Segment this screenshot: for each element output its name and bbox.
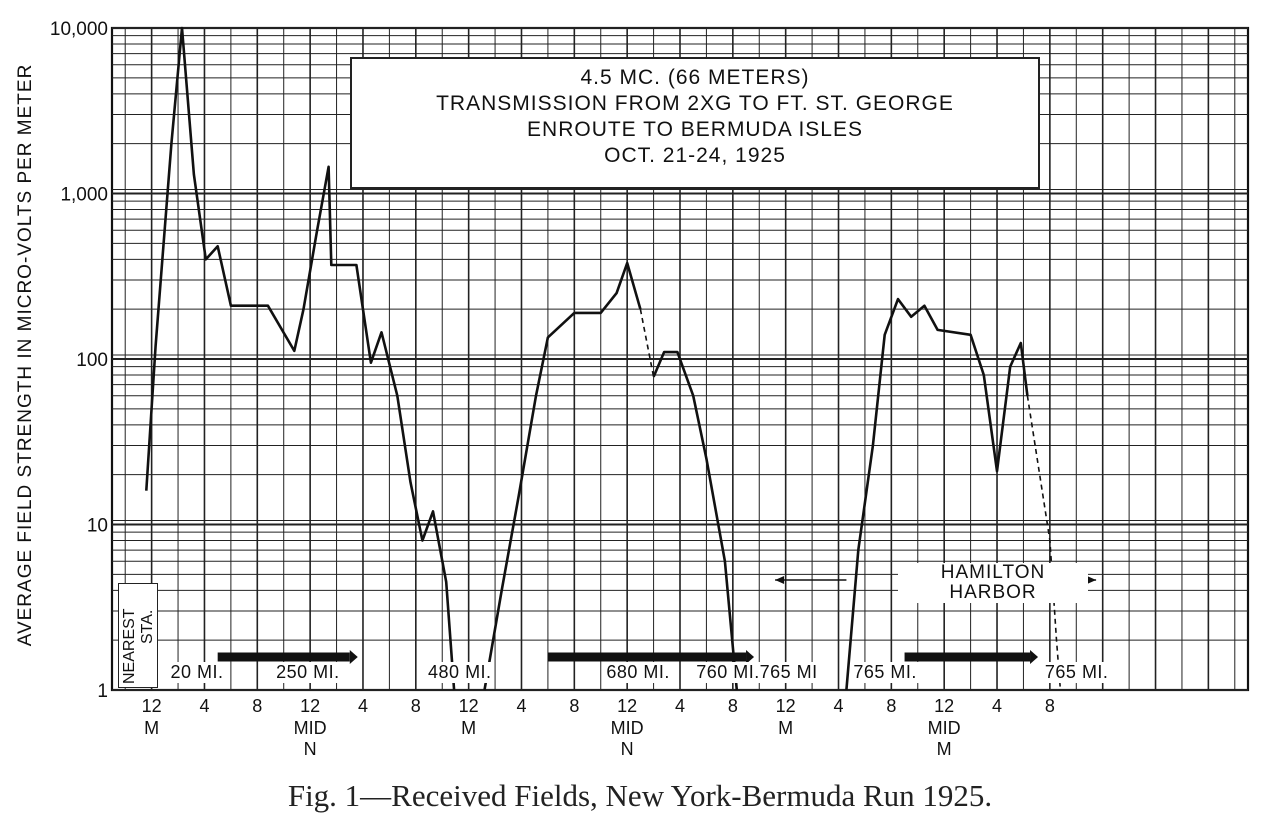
distance-label: 765 MI bbox=[757, 662, 820, 683]
chart-bars bbox=[217, 576, 1097, 664]
x-tick-label: 4 bbox=[199, 696, 209, 716]
series-line bbox=[845, 297, 1029, 691]
chart-series bbox=[145, 26, 1062, 691]
distance-label: 760 MI. bbox=[694, 662, 762, 683]
distance-label: 480 MI. bbox=[426, 662, 494, 683]
hamilton-harbor-label: HAMILTON HARBOR bbox=[898, 563, 1088, 603]
y-tick-label: 10 bbox=[87, 516, 108, 537]
chart-title-line: OCT. 21-24, 1925 bbox=[604, 144, 786, 167]
x-tick-label: 12 bbox=[459, 696, 479, 716]
x-tick-label: 8 bbox=[728, 696, 738, 716]
chart-title-line: ENROUTE TO BERMUDA ISLES bbox=[527, 118, 863, 141]
distance-label: 250 MI. bbox=[274, 662, 342, 683]
y-tick-label: 100 bbox=[76, 350, 108, 371]
series-line-dashed bbox=[1026, 395, 1062, 691]
x-tick-sublabel: M bbox=[778, 718, 793, 738]
series-line bbox=[652, 350, 739, 691]
nearest-station-label: NEAREST bbox=[121, 608, 138, 684]
y-tick-label: 1 bbox=[97, 681, 108, 702]
x-tick-sublabel: M bbox=[144, 718, 159, 738]
y-tick-label: 1,000 bbox=[60, 185, 108, 206]
travel-bar-arrowhead bbox=[1030, 650, 1039, 664]
x-tick-label: 8 bbox=[886, 696, 896, 716]
travel-bar-arrowhead bbox=[349, 650, 358, 664]
x-tick-label: 8 bbox=[252, 696, 262, 716]
x-tick-label: 4 bbox=[516, 696, 526, 716]
figure-caption: Fig. 1—Received Fields, New York-Bermuda… bbox=[287, 778, 993, 813]
harbor-arrowhead-left bbox=[775, 576, 785, 584]
nearest-station-label: STA. bbox=[139, 609, 156, 644]
x-tick-label: 8 bbox=[411, 696, 421, 716]
nearest-station-box: NEAREST STA. bbox=[118, 583, 158, 688]
x-tick-label: 12 bbox=[934, 696, 954, 716]
x-tick-label: 8 bbox=[1045, 696, 1055, 716]
series-line bbox=[483, 261, 642, 691]
distance-label: 765 MI. bbox=[1042, 662, 1111, 683]
y-axis-label: AVERAGE FIELD STRENGTH IN MICRO-VOLTS PE… bbox=[15, 63, 36, 647]
harbor-label-line: HARBOR bbox=[949, 582, 1037, 603]
x-tick-sublabel: N bbox=[304, 739, 317, 759]
chart-title: 4.5 MC. (66 METERS) TRANSMISSION FROM 2X… bbox=[350, 57, 1040, 189]
x-tick-label: 4 bbox=[992, 696, 1002, 716]
x-tick-label: 4 bbox=[358, 696, 368, 716]
series-line bbox=[145, 26, 456, 691]
x-tick-sublabel: N bbox=[621, 739, 634, 759]
travel-bar-arrowhead bbox=[746, 650, 755, 664]
distance-label: 765 MI. bbox=[851, 662, 919, 683]
x-tick-label: 12 bbox=[617, 696, 637, 716]
chart-title-line: TRANSMISSION FROM 2XG TO FT. ST. GEORGE bbox=[436, 92, 954, 115]
y-tick-label: 10,000 bbox=[50, 19, 108, 40]
x-tick-label: 8 bbox=[569, 696, 579, 716]
x-tick-sublabel: M bbox=[461, 718, 476, 738]
distance-label: 20 MI. bbox=[168, 662, 226, 683]
x-tick-label: 12 bbox=[142, 696, 162, 716]
harbor-arrowhead-right bbox=[1087, 576, 1097, 584]
distance-label: 680 MI. bbox=[604, 662, 672, 683]
series-line-dashed bbox=[639, 309, 655, 378]
x-tick-sublabel: MID bbox=[928, 718, 961, 738]
x-tick-sublabel: M bbox=[937, 739, 952, 759]
x-tick-sublabel: MID bbox=[294, 718, 327, 738]
x-tick-label: 4 bbox=[675, 696, 685, 716]
chart-title-line: 4.5 MC. (66 METERS) bbox=[580, 66, 810, 89]
x-tick-label: 4 bbox=[834, 696, 844, 716]
x-tick-sublabel: MID bbox=[611, 718, 644, 738]
x-tick-label: 12 bbox=[776, 696, 796, 716]
harbor-label-line: HAMILTON bbox=[940, 562, 1046, 583]
x-tick-label: 12 bbox=[300, 696, 320, 716]
